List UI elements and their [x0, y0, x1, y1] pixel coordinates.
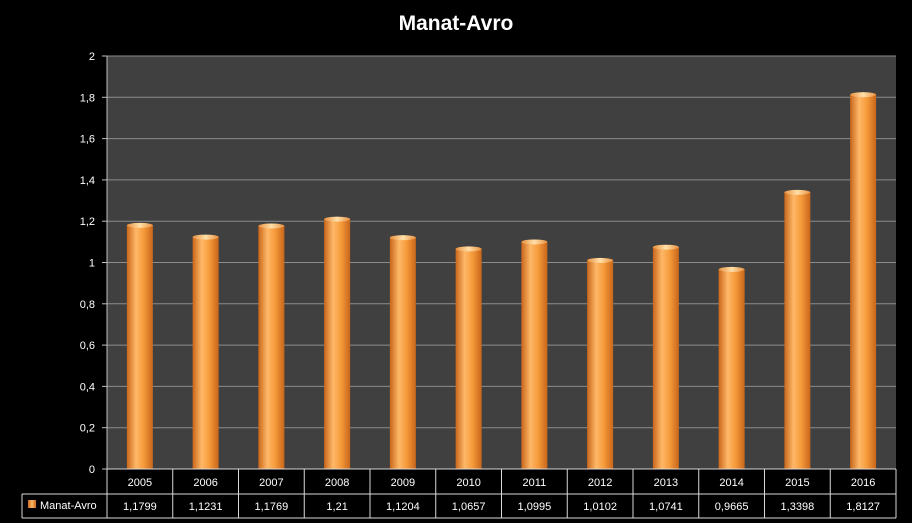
- y-axis-ticks: 0 0,2 0,4 0,6 0,8 1 1,2 1,4 1,6 1,8 2: [80, 51, 108, 476]
- data-label: 1,0657: [452, 501, 486, 513]
- bar-2007: [258, 223, 285, 469]
- bar-cap: [192, 234, 219, 240]
- x-category-label: 2008: [325, 477, 349, 489]
- data-label: 1,1769: [255, 501, 289, 513]
- bar-2006: [192, 234, 219, 469]
- bar-body: [126, 225, 153, 469]
- y-tick-label: 0,6: [80, 340, 95, 352]
- bar-cap: [587, 257, 614, 263]
- bar-2009: [389, 235, 416, 469]
- bar-cap: [455, 246, 482, 252]
- bar-cap: [718, 266, 745, 272]
- gridlines: [107, 55, 896, 429]
- bar-body: [455, 248, 482, 469]
- x-category-label: 2013: [654, 477, 678, 489]
- bar-cap: [389, 235, 416, 241]
- bar-body: [784, 192, 811, 469]
- bar-cap: [258, 223, 285, 229]
- x-category-label: 2016: [851, 477, 875, 489]
- data-label: 1,0102: [583, 501, 617, 513]
- bar-body: [258, 225, 285, 469]
- data-label: 0,9665: [715, 501, 749, 513]
- y-tick-label: 0: [89, 464, 95, 476]
- data-label: 1,0995: [518, 501, 552, 513]
- x-category-label: 2011: [523, 477, 547, 489]
- x-category-label: 2014: [719, 477, 743, 489]
- bar-body: [389, 237, 416, 469]
- bar-body: [718, 269, 745, 469]
- y-tick-label: 0,4: [80, 381, 95, 393]
- x-category-label: 2015: [785, 477, 809, 489]
- bar-cap: [652, 244, 679, 250]
- bar-2005: [126, 222, 153, 469]
- data-label: 1,1799: [123, 501, 157, 513]
- data-label: 1,3398: [781, 501, 815, 513]
- bar-2016: [850, 92, 877, 469]
- data-label: 1,0741: [649, 501, 683, 513]
- bars: [126, 92, 877, 469]
- bar-body: [652, 247, 679, 469]
- y-tick-label: 1,2: [80, 216, 95, 228]
- chart-title: Manat-Avro: [398, 12, 514, 35]
- bar-body: [324, 219, 351, 469]
- data-label: 1,1231: [189, 501, 223, 513]
- bar-2012: [587, 257, 614, 469]
- bar-2013: [652, 244, 679, 469]
- bar-body: [192, 237, 219, 469]
- x-category-label: 2007: [259, 477, 283, 489]
- legend-key: [28, 500, 36, 508]
- bar-2011: [521, 239, 548, 469]
- data-label: 1,21: [326, 501, 347, 513]
- bar-body: [521, 241, 548, 469]
- y-tick-label: 2: [89, 51, 95, 63]
- y-tick-label: 1,8: [80, 92, 95, 104]
- bar-2010: [455, 246, 482, 469]
- x-category-label: 2009: [391, 477, 415, 489]
- legend-series-name: Manat-Avro: [40, 500, 97, 512]
- x-category-label: 2012: [588, 477, 612, 489]
- bar-2008: [324, 216, 351, 469]
- y-tick-label: 1: [89, 258, 95, 270]
- bar-body: [587, 260, 614, 469]
- bar-cap: [324, 216, 351, 222]
- y-tick-label: 0,8: [80, 299, 95, 311]
- y-tick-label: 0,2: [80, 423, 95, 435]
- data-label: 1,1204: [386, 501, 420, 513]
- x-category-label: 2005: [128, 477, 152, 489]
- bar-cap: [521, 239, 548, 245]
- x-category-label: 2010: [456, 477, 480, 489]
- bar-body: [850, 94, 877, 469]
- x-category-label: 2006: [193, 477, 217, 489]
- bar-2015: [784, 189, 811, 469]
- y-tick-label: 1,4: [80, 175, 95, 187]
- y-tick-label: 1,6: [80, 134, 95, 146]
- data-table: 2005 2006 2007 2008 2009 2010 2011 2012 2013 2014…: [21, 468, 897, 519]
- bar-cap: [126, 222, 153, 228]
- bar-cap: [784, 189, 811, 195]
- bar-cap: [850, 92, 877, 98]
- data-label: 1,8127: [846, 501, 880, 513]
- bar-2014: [718, 266, 745, 469]
